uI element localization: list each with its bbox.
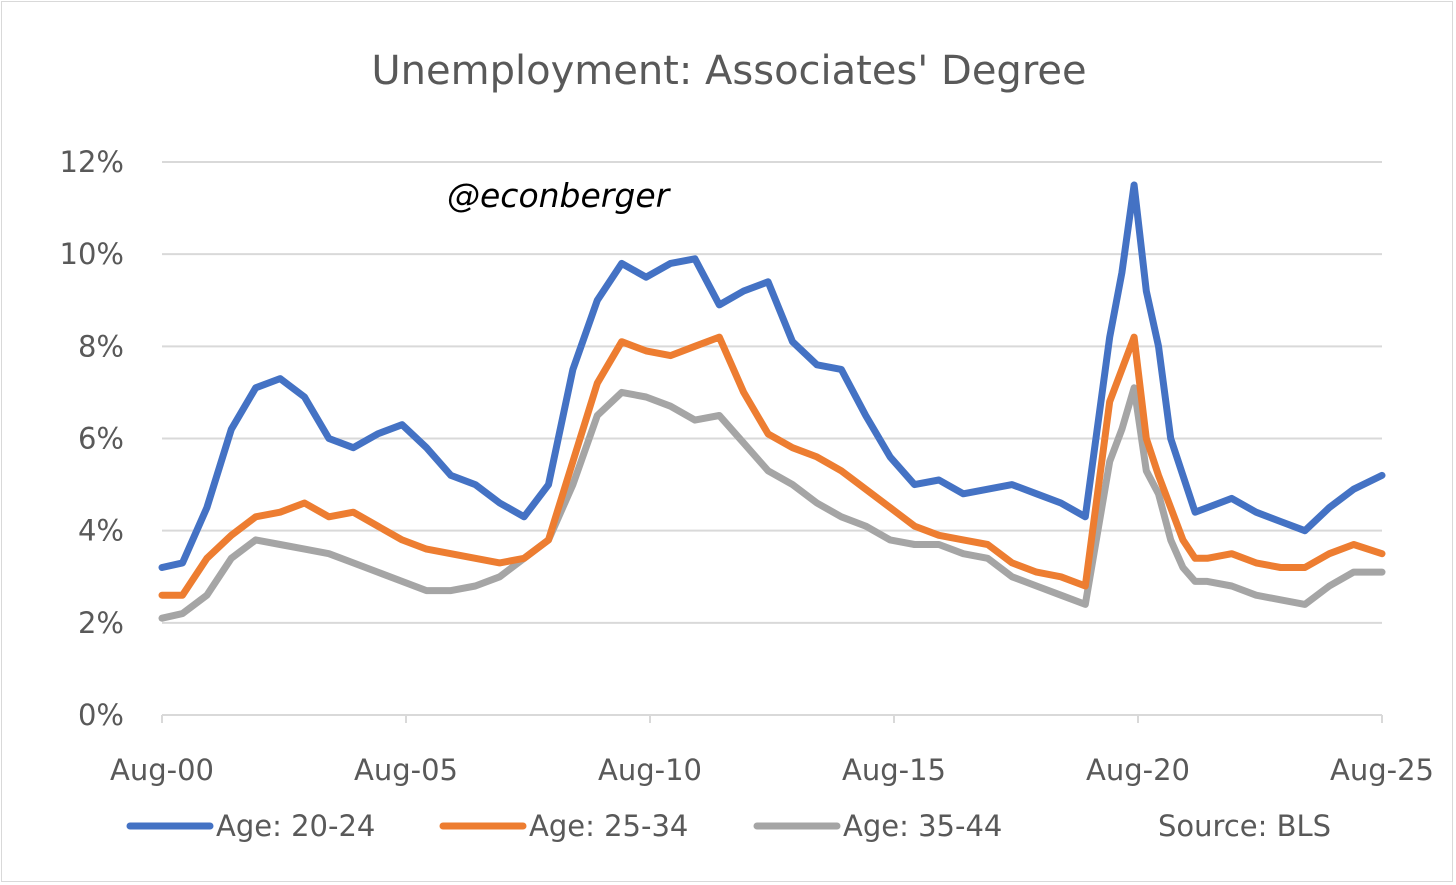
legend-label: Age: 25-34	[529, 809, 688, 843]
series-line-3	[158, 384, 1386, 622]
legend-label: Age: 35-44	[843, 809, 1002, 843]
y-tick-label: 8%	[78, 329, 124, 363]
x-tick-label: Aug-00	[110, 753, 214, 787]
chart-title: Unemployment: Associates' Degree	[371, 48, 1086, 94]
legend-label: Age: 20-24	[216, 809, 375, 843]
y-axis-ticks: 0% 2% 4% 6% 8% 10% 12%	[60, 145, 124, 732]
gridlines	[162, 161, 1382, 624]
x-axis: Aug-00 Aug-05 Aug-10 Aug-15 Aug-20 Aug-25	[110, 714, 1434, 787]
x-tick-label: Aug-10	[598, 753, 702, 787]
x-tick-label: Aug-20	[1086, 753, 1190, 787]
x-tick-label: Aug-25	[1330, 753, 1434, 787]
watermark-handle: @econberger	[447, 176, 672, 215]
x-tick-label: Aug-05	[354, 753, 458, 787]
y-tick-label: 2%	[78, 606, 124, 640]
legend: Age: 20-24 Age: 25-34 Age: 35-44	[126, 809, 1002, 843]
x-tick-label: Aug-15	[842, 753, 946, 787]
y-tick-label: 10%	[60, 237, 124, 271]
series-lines	[158, 181, 1386, 622]
source-label: Source: BLS	[1158, 809, 1331, 843]
y-tick-label: 0%	[78, 698, 124, 732]
series-line-2	[158, 333, 1386, 599]
series-line-1	[158, 181, 1386, 571]
y-tick-label: 12%	[60, 145, 124, 179]
y-tick-label: 6%	[78, 422, 124, 456]
y-tick-label: 4%	[78, 514, 124, 548]
